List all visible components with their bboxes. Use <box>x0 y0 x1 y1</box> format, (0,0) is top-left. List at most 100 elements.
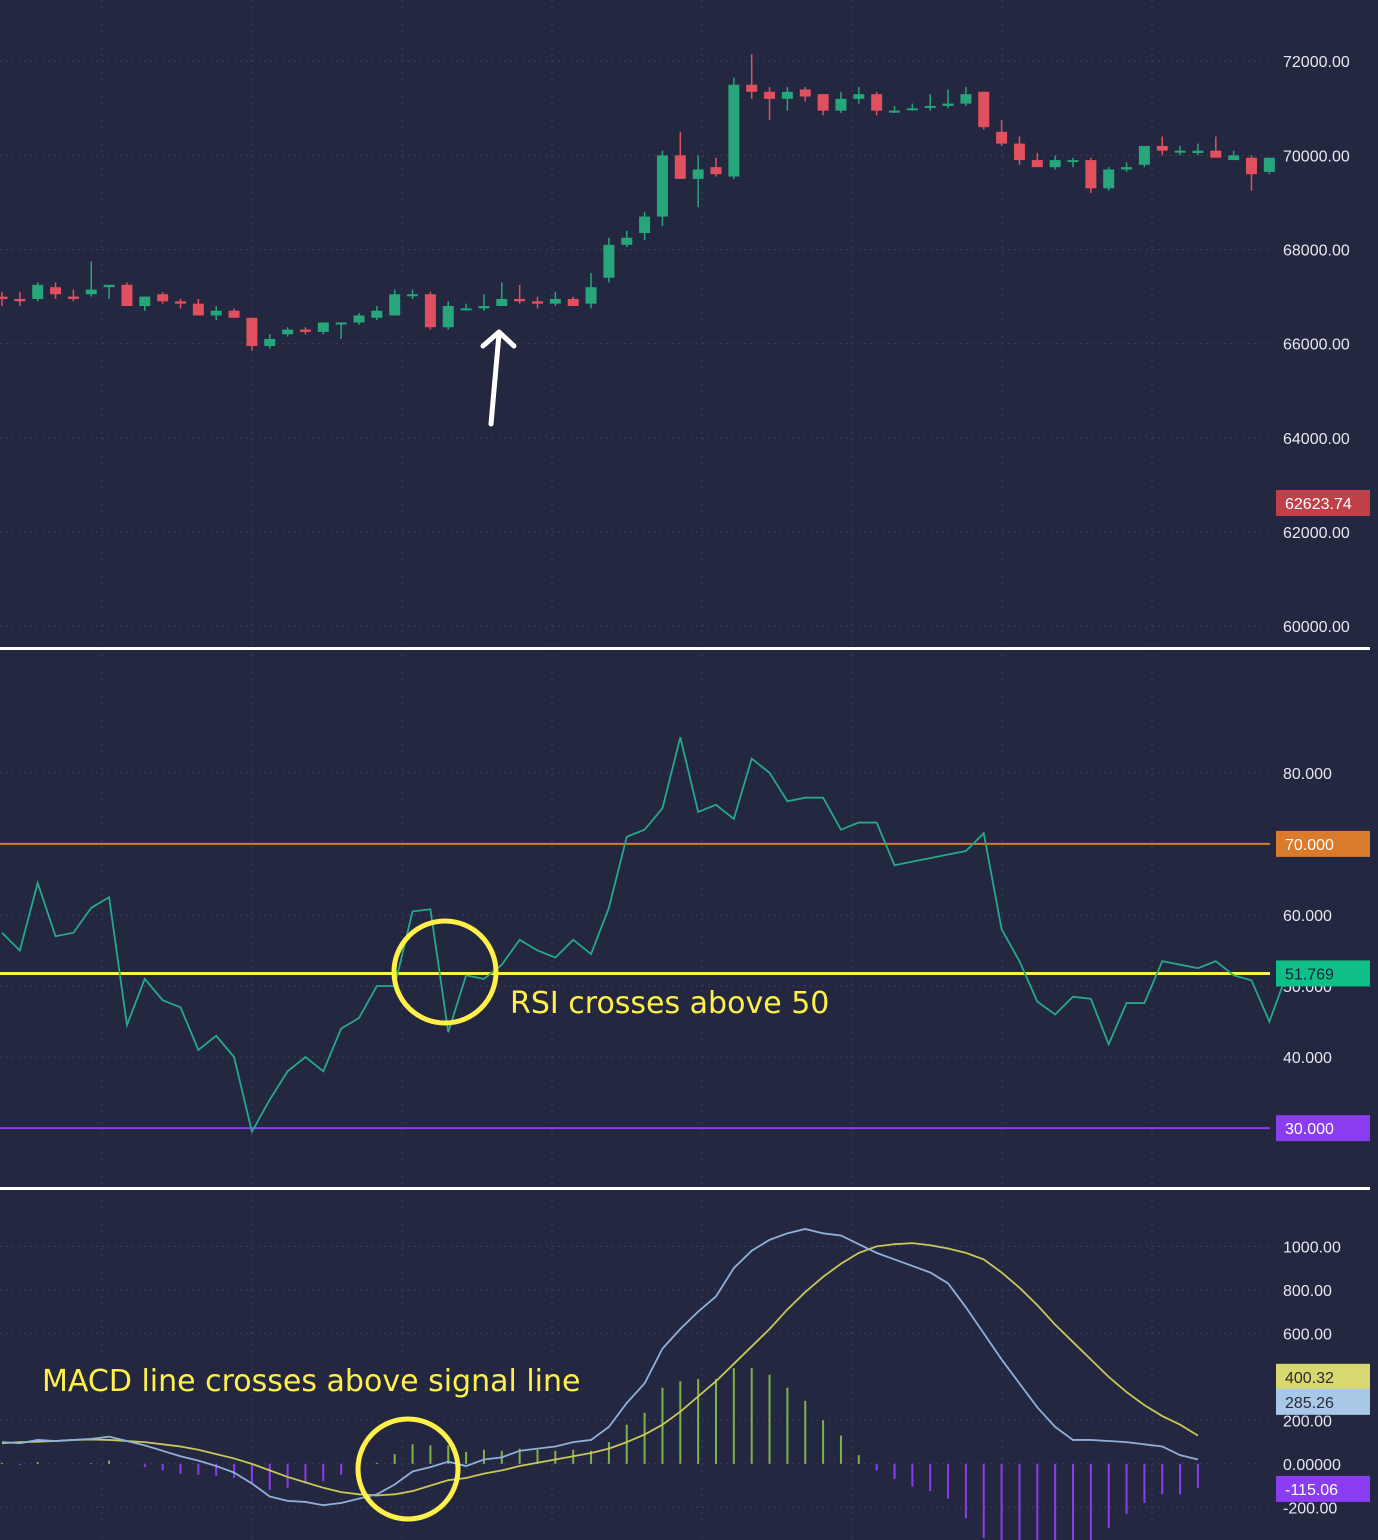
macd-cross-highlight-circle <box>355 1416 461 1522</box>
candle-bearish <box>674 155 686 179</box>
candle-bearish <box>1085 160 1097 189</box>
rsi-30-tag-bg <box>1276 1115 1370 1142</box>
macd-axis-label: 0.00000 <box>1283 1457 1341 1474</box>
candle-bullish <box>906 108 918 111</box>
candle-bearish <box>1246 157 1257 175</box>
candle-bullish <box>210 310 222 316</box>
signal-value-tag-label: 400.32 <box>1285 1370 1334 1387</box>
price-axis-label: 64000.00 <box>1283 431 1350 448</box>
candle-bullish <box>1138 145 1150 165</box>
macd-axis-label: 1000.00 <box>1283 1239 1341 1256</box>
candle-bullish <box>585 287 597 304</box>
rsi-70-tag-label: 70.000 <box>1285 837 1334 854</box>
candle-bullish <box>639 216 651 234</box>
macd-axis-label: -200.00 <box>1283 1500 1337 1517</box>
candle-bearish <box>192 303 204 316</box>
signal-value-tag-bg <box>1276 1363 1370 1390</box>
candle-bearish <box>121 284 133 307</box>
candle-bullish <box>85 289 97 295</box>
macd-axis-label: 600.00 <box>1283 1326 1332 1343</box>
candle-bearish <box>764 91 776 99</box>
signal-value-tag: 400.32 <box>1276 1363 1370 1390</box>
rsi-30-tag: 30.000 <box>1276 1115 1370 1142</box>
price-axis-label: 62000.00 <box>1283 525 1350 542</box>
candle-bullish <box>853 94 865 99</box>
candle-bullish <box>1263 157 1275 172</box>
macd-pane <box>1 1228 1199 1540</box>
candle-bullish <box>103 284 115 288</box>
macd-value-tag-label: 285.26 <box>1285 1395 1334 1412</box>
candle-bearish <box>228 310 240 318</box>
candle-bearish <box>14 298 26 302</box>
candle-bearish <box>1210 150 1222 158</box>
candle-bearish <box>50 287 62 295</box>
candle-bearish <box>799 89 811 97</box>
candle-bullish <box>942 103 954 106</box>
histogram-value-tag-label: -115.06 <box>1285 1482 1338 1499</box>
candle-bearish <box>871 94 883 111</box>
rsi-70-tag-bg <box>1276 830 1370 857</box>
macd-value-tag-bg <box>1276 1388 1370 1415</box>
candle-bearish <box>246 317 258 347</box>
candle-bearish <box>175 301 186 304</box>
candle-bullish <box>264 338 276 347</box>
candle-bearish <box>67 296 79 299</box>
candle-bullish <box>781 91 793 99</box>
rsi-line <box>1 737 1289 1135</box>
rsi-cross-highlight-circle <box>391 918 499 1026</box>
histogram-value-tag-bg <box>1276 1475 1370 1502</box>
candle-bullish <box>139 296 151 307</box>
candle-bullish <box>889 110 900 113</box>
candle-bullish <box>282 329 294 335</box>
candle-bearish <box>424 294 436 328</box>
candle-bullish <box>549 298 561 304</box>
candle-bullish <box>603 244 615 278</box>
candle-bearish <box>710 167 722 175</box>
candle-bearish <box>817 94 829 111</box>
candle-bearish <box>567 298 579 307</box>
pane-divider-rsi-macd[interactable] <box>0 1187 1370 1190</box>
candle-bullish <box>1121 167 1133 170</box>
value-tags: 62623.74 70.000 51.769 30.000 400.32 285.26 -1… <box>1276 490 1370 1502</box>
rsi-current-tag-label: 51.769 <box>1285 966 1334 983</box>
candle-bearish <box>1156 145 1168 151</box>
rsi-current-tag-bg <box>1276 960 1370 987</box>
candle-bullish <box>353 315 365 323</box>
macd-value-tag: 285.26 <box>1276 1388 1370 1415</box>
candle-bearish <box>299 329 311 332</box>
candle-bearish <box>1031 160 1043 168</box>
candle-bullish <box>371 310 383 318</box>
macd-axis-label: 800.00 <box>1283 1283 1332 1300</box>
rsi-axis-label: 60.000 <box>1283 908 1332 925</box>
candle-bullish <box>656 155 668 217</box>
candle-bullish <box>442 306 454 328</box>
candle-bearish <box>157 294 169 302</box>
candle-bullish <box>728 84 740 177</box>
price-axis-label: 72000.00 <box>1283 54 1350 71</box>
candle-bullish <box>335 322 347 325</box>
rsi-current-tag: 51.769 <box>1276 960 1370 987</box>
price-axis-label: 70000.00 <box>1283 148 1350 165</box>
price-axis[interactable]: 60000.00 62000.00 64000.00 66000.00 68000.00… <box>1283 54 1350 1517</box>
candle-bearish <box>746 84 758 92</box>
macd-axis-label: 200.00 <box>1283 1413 1332 1430</box>
candle-bullish <box>960 94 972 104</box>
candle-bearish <box>514 298 526 302</box>
candle-bullish <box>32 284 44 299</box>
candle-bearish <box>996 131 1008 144</box>
candle-bullish <box>389 294 401 316</box>
candle-bullish <box>835 98 847 111</box>
candle-bullish <box>407 294 419 297</box>
candle-bullish <box>621 237 633 245</box>
signal-line <box>1 1242 1199 1497</box>
candle-bullish <box>1174 150 1186 153</box>
rsi-annotation: RSI crosses above 50 <box>510 986 829 1021</box>
candle-bullish <box>1228 155 1240 161</box>
candle-bearish <box>0 296 8 299</box>
candle-bearish <box>978 91 990 128</box>
pane-divider-price-rsi[interactable] <box>0 647 1370 650</box>
last-price-tag-label: 62623.74 <box>1285 496 1352 513</box>
macd-line <box>1 1228 1199 1507</box>
rsi-pane <box>0 737 1289 1135</box>
